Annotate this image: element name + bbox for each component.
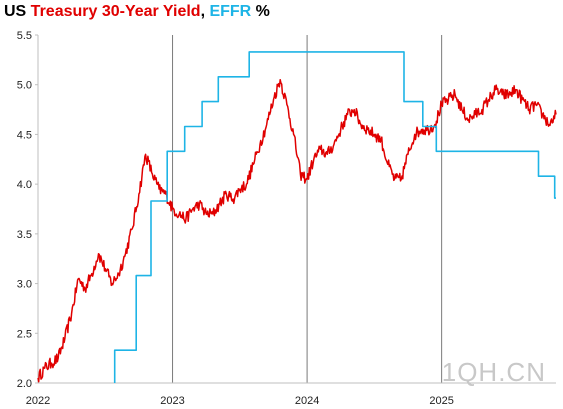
chart-axes: [35, 34, 556, 384]
watermark: 1QH.CN: [442, 357, 546, 387]
title-separator: ,: [200, 3, 210, 20]
y-tick-label: 4.5: [17, 129, 32, 141]
title-prefix: US: [4, 3, 31, 20]
y-tick-label: 3.5: [17, 229, 32, 241]
tick-labels: 2.0 2.5 3.0 3.5 4.0 4.5 5.0 5.5 2022 2023 2024 2025: [17, 30, 454, 407]
y-tick-label: 4.0: [17, 179, 32, 191]
chart-series: [37, 51, 557, 383]
x-tick-label: 2022: [26, 395, 50, 407]
y-tick-label: 2.5: [17, 328, 32, 340]
y-tick-label: 5.0: [17, 80, 32, 92]
chart-title: US Treasury 30-Year Yield, EFFR %: [4, 3, 270, 21]
x-tick-label: 2024: [295, 395, 319, 407]
x-tick-label: 2025: [429, 395, 453, 407]
y-tick-label: 3.0: [17, 279, 32, 291]
title-unit: %: [251, 3, 270, 20]
x-tick-label: 2023: [160, 395, 184, 407]
y-tick-label: 2.0: [17, 378, 32, 390]
effr-series-line: [113, 51, 556, 383]
y-tick-label: 5.5: [17, 30, 32, 42]
title-yield-series: Treasury 30-Year Yield: [30, 3, 201, 20]
yield-series-line: [37, 78, 557, 383]
title-effr-series: EFFR: [209, 3, 252, 20]
